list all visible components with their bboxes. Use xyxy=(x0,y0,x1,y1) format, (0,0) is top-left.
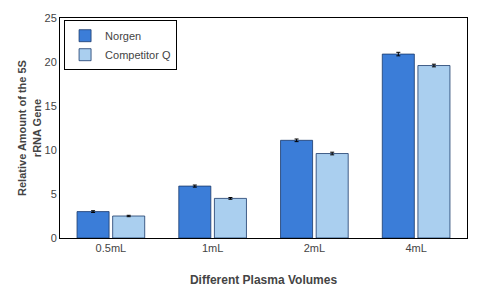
svg-text:2mL: 2mL xyxy=(304,242,325,254)
svg-text:0: 0 xyxy=(51,232,57,244)
svg-text:1mL: 1mL xyxy=(202,242,223,254)
svg-text:4mL: 4mL xyxy=(405,242,426,254)
svg-text:0.5mL: 0.5mL xyxy=(96,242,127,254)
svg-text:20: 20 xyxy=(45,56,57,68)
svg-text:25: 25 xyxy=(45,12,57,24)
svg-text:Relative Amount of the 5SrRNA: Relative Amount of the 5SrRNA Gene xyxy=(16,60,42,196)
svg-text:5: 5 xyxy=(51,188,57,200)
svg-text:Norgen: Norgen xyxy=(105,30,141,42)
svg-text:Competitor Q: Competitor Q xyxy=(105,49,171,61)
svg-text:Different Plasma Volumes: Different Plasma Volumes xyxy=(190,273,337,287)
svg-text:15: 15 xyxy=(45,100,57,112)
svg-text:10: 10 xyxy=(45,144,57,156)
